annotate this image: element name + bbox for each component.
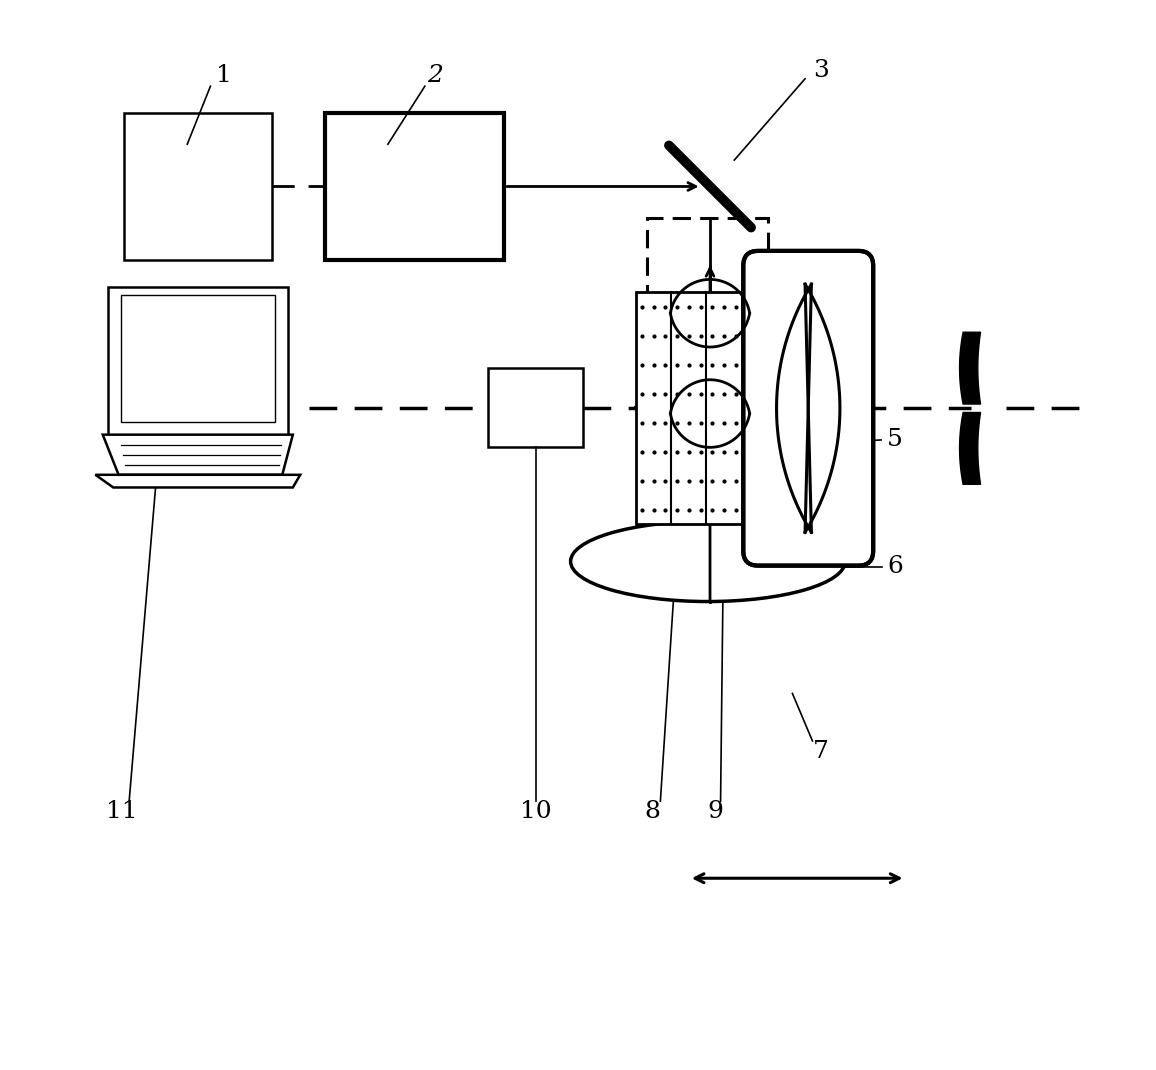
Bar (124, 112, 272, 260)
Text: 7: 7 (813, 740, 829, 763)
Bar (646, 218, 768, 488)
Polygon shape (95, 475, 301, 488)
Bar (108, 287, 288, 434)
Polygon shape (959, 332, 980, 404)
Text: 6: 6 (887, 555, 903, 578)
Polygon shape (959, 413, 980, 485)
Text: 5: 5 (887, 428, 903, 452)
Text: 3: 3 (813, 59, 829, 81)
Text: 10: 10 (520, 800, 551, 823)
Bar (636, 292, 742, 524)
FancyBboxPatch shape (743, 250, 873, 566)
Text: 2: 2 (428, 64, 444, 87)
Text: 9: 9 (707, 800, 724, 823)
Text: 8: 8 (644, 800, 660, 823)
Text: 11: 11 (106, 800, 138, 823)
Text: 4: 4 (845, 280, 860, 304)
Text: 1: 1 (216, 64, 232, 87)
Bar (488, 368, 584, 447)
Ellipse shape (571, 521, 845, 601)
Polygon shape (103, 434, 292, 475)
Bar (325, 112, 504, 260)
Bar (120, 295, 275, 422)
